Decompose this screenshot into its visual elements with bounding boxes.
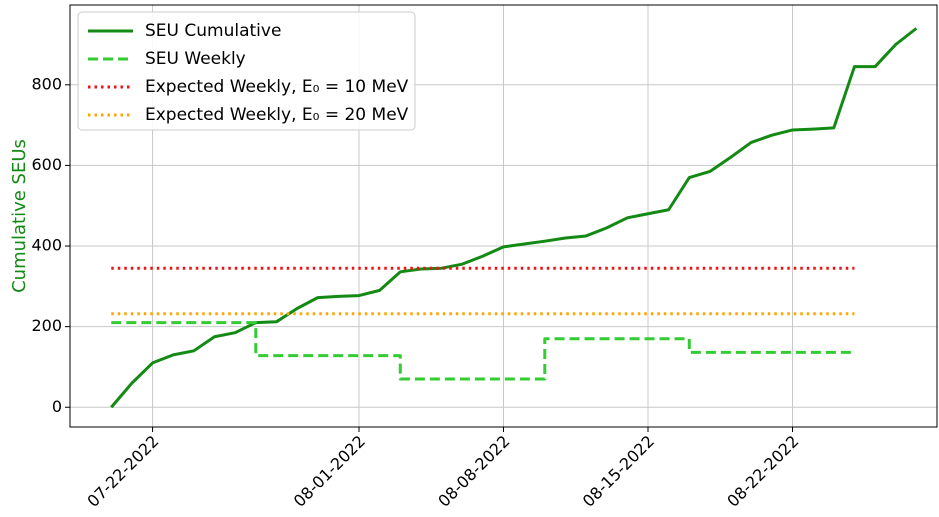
y-tick-label: 600 <box>31 155 62 174</box>
series-line <box>110 27 918 409</box>
legend-label: Expected Weekly, E₀ = 20 MeV <box>145 105 409 125</box>
y-axis-label: Cumulative SEUs <box>9 139 30 293</box>
x-tick-label: 08-15-2022 <box>579 432 658 511</box>
x-tick-label: 07-22-2022 <box>83 432 162 511</box>
y-tick-label: 400 <box>31 236 62 255</box>
y-tick-label: 800 <box>31 74 62 93</box>
legend-label: Expected Weekly, E₀ = 10 MeV <box>145 77 409 97</box>
y-tick-label: 200 <box>31 316 62 335</box>
legend-label: SEU Weekly <box>145 49 246 69</box>
series-line <box>111 321 855 381</box>
legend-label: SEU Cumulative <box>145 21 281 41</box>
legend: SEU Cumulative SEU Weekly Expected Weekly,… <box>77 11 416 131</box>
x-tick-label: 08-01-2022 <box>290 432 369 511</box>
x-tick-label: 08-22-2022 <box>723 432 802 511</box>
legend-box <box>77 11 416 131</box>
x-tick-label: 08-08-2022 <box>434 432 513 511</box>
plot-frame <box>69 4 938 428</box>
y-tick-label: 0 <box>52 397 62 416</box>
